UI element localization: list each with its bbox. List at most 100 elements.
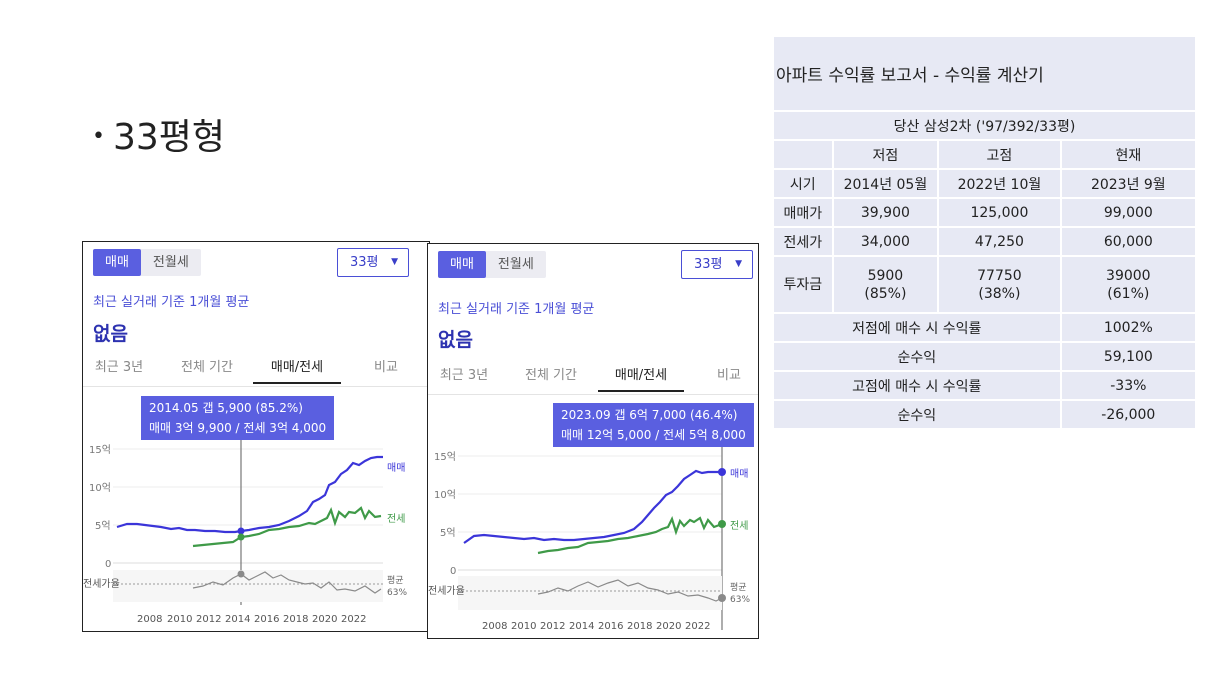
price-chart[interactable]: 15억 10억 5억 0 매매 전세 전세가율 평균 63% 2008 2010… [83, 390, 429, 630]
empty-value: 없음 [93, 323, 128, 345]
x-tick: 2014 [225, 614, 250, 625]
ratio-band [113, 570, 383, 602]
ratio-label: 전세가율 [83, 578, 120, 590]
rent-point [237, 533, 245, 541]
row-label-jeonse-price: 전세가 [772, 226, 834, 257]
y-tick: 10억 [434, 489, 456, 501]
avg-label: 평균 [387, 575, 404, 586]
series-label-rent: 전세 [387, 513, 405, 525]
tab-all-period[interactable]: 전체 기간 [181, 360, 233, 375]
cell-invest-current: 39000 (61%) [1059, 255, 1198, 314]
size-select-value: 33평 [350, 255, 379, 270]
tab-recent-3y[interactable]: 최근 3년 [439, 368, 489, 383]
tab-trade-rent[interactable]: 매매/전세 [253, 354, 341, 384]
period-tabs: 최근 3년 전체 기간 매매/전세 비교 [83, 354, 429, 387]
series-label-trade: 매매 [730, 468, 748, 480]
y-tick: 0 [450, 566, 456, 577]
tab-compare[interactable]: 비교 [374, 360, 398, 375]
x-tick: 2022 [341, 614, 366, 625]
heading-text: 33평형 [112, 117, 226, 158]
toggle-trade[interactable]: 매매 [438, 251, 486, 278]
x-tick: 2018 [283, 614, 308, 625]
y-tick: 0 [105, 559, 111, 570]
price-widget-2014: 매매 전월세 33평 ▼ 최근 실거래 기준 1개월 평균 없음 최근 3년 전체… [82, 241, 430, 632]
ratio-band [458, 576, 722, 610]
toggle-rent[interactable]: 전월세 [152, 255, 189, 270]
chart-tooltip: 2023.09 갭 6억 7,000 (46.4%) 매매 12억 5,000 … [553, 403, 754, 447]
row-label-sale-price: 매매가 [772, 197, 834, 228]
trade-type-toggle: 매매 전월세 [93, 249, 201, 276]
x-tick: 2012 [540, 621, 565, 632]
col-header-high: 고점 [937, 139, 1062, 170]
period-tabs: 최근 3년 전체 기간 매매/전세 비교 [428, 362, 758, 395]
tooltip-line2: 매매 3억 9,900 / 전세 3억 4,000 [149, 421, 327, 435]
avg-label: 평균 [730, 582, 747, 593]
x-tick: 2022 [685, 621, 710, 632]
tooltip-line1: 2023.09 갭 6억 7,000 (46.4%) [561, 408, 738, 422]
x-tick: 2010 [167, 614, 192, 625]
tab-trade-rent[interactable]: 매매/전세 [598, 362, 684, 392]
cell-period-low: 2014년 05월 [831, 168, 940, 199]
summary-value: -33% [1059, 370, 1198, 401]
rent-point [718, 520, 726, 528]
empty-value: 없음 [438, 329, 473, 351]
summary-value: 59,100 [1059, 341, 1198, 372]
x-tick: 2020 [656, 621, 681, 632]
col-header-current: 현재 [1059, 139, 1198, 170]
cell-period-high: 2022년 10월 [937, 168, 1062, 199]
y-tick: 5억 [95, 520, 111, 532]
tab-compare[interactable]: 비교 [717, 368, 741, 383]
summary-label: 저점에 매수 시 수익률 [772, 312, 1062, 343]
x-tick: 2008 [137, 614, 162, 625]
trade-type-toggle: 매매 전월세 [438, 251, 546, 278]
col-header-low: 저점 [831, 139, 940, 170]
x-tick: 2020 [312, 614, 337, 625]
series-label-rent: 전세 [730, 520, 748, 532]
trade-price-line [463, 469, 722, 544]
toggle-trade[interactable]: 매매 [93, 249, 141, 276]
cell-jeonse-current: 60,000 [1059, 226, 1198, 257]
x-tick: 2016 [254, 614, 279, 625]
size-select[interactable]: 33평 ▼ [337, 248, 409, 277]
tab-recent-3y[interactable]: 최근 3년 [94, 360, 144, 375]
trade-point [718, 468, 726, 476]
cell-jeonse-high: 47,250 [937, 226, 1062, 257]
summary-value: -26,000 [1059, 399, 1198, 430]
price-chart[interactable]: 15억 10억 5억 0 매매 전세 전세가율 평균 63% 2008 2010… [428, 398, 758, 638]
trade-price-line [116, 455, 383, 534]
subtitle: 최근 실거래 기준 1개월 평균 [438, 302, 595, 317]
chevron-down-icon: ▼ [391, 257, 398, 267]
row-label-investment: 투자금 [772, 255, 834, 314]
slide-heading: • 33평형 [92, 108, 225, 160]
x-tick: 2014 [569, 621, 594, 632]
row-label-period: 시기 [772, 168, 834, 199]
x-tick: 2008 [482, 621, 507, 632]
summary-label: 순수익 [772, 399, 1062, 430]
x-tick: 2010 [511, 621, 536, 632]
ratio-point [718, 594, 726, 602]
ratio-line [192, 571, 382, 594]
tab-all-period[interactable]: 전체 기간 [525, 368, 577, 383]
subtitle: 최근 실거래 기준 1개월 평균 [93, 295, 250, 310]
x-tick: 2018 [627, 621, 652, 632]
size-select[interactable]: 33평 ▼ [681, 250, 753, 279]
cell-period-current: 2023년 9월 [1059, 168, 1198, 199]
rent-price-line [192, 506, 382, 548]
tooltip-line2: 매매 12억 5,000 / 전세 5억 8,000 [561, 428, 746, 442]
rent-price-line [537, 516, 723, 555]
chart-tooltip: 2014.05 갭 5,900 (85.2%) 매매 3억 9,900 / 전세… [141, 396, 335, 440]
toggle-rent[interactable]: 전월세 [497, 257, 534, 272]
y-tick: 5억 [440, 527, 456, 539]
apartment-name: 당산 삼성2차 ('97/392/33평) [772, 110, 1197, 141]
bullet-dot: • [92, 124, 105, 149]
ratio-line [537, 579, 723, 602]
series-label-trade: 매매 [387, 462, 405, 474]
corner-cell [772, 139, 834, 170]
summary-value: 1002% [1059, 312, 1198, 343]
size-select-value: 33평 [694, 257, 723, 272]
cell-sale-current: 99,000 [1059, 197, 1198, 228]
chevron-down-icon: ▼ [735, 259, 742, 269]
cell-sale-low: 39,900 [831, 197, 940, 228]
summary-label: 순수익 [772, 341, 1062, 372]
ratio-point [237, 570, 245, 578]
